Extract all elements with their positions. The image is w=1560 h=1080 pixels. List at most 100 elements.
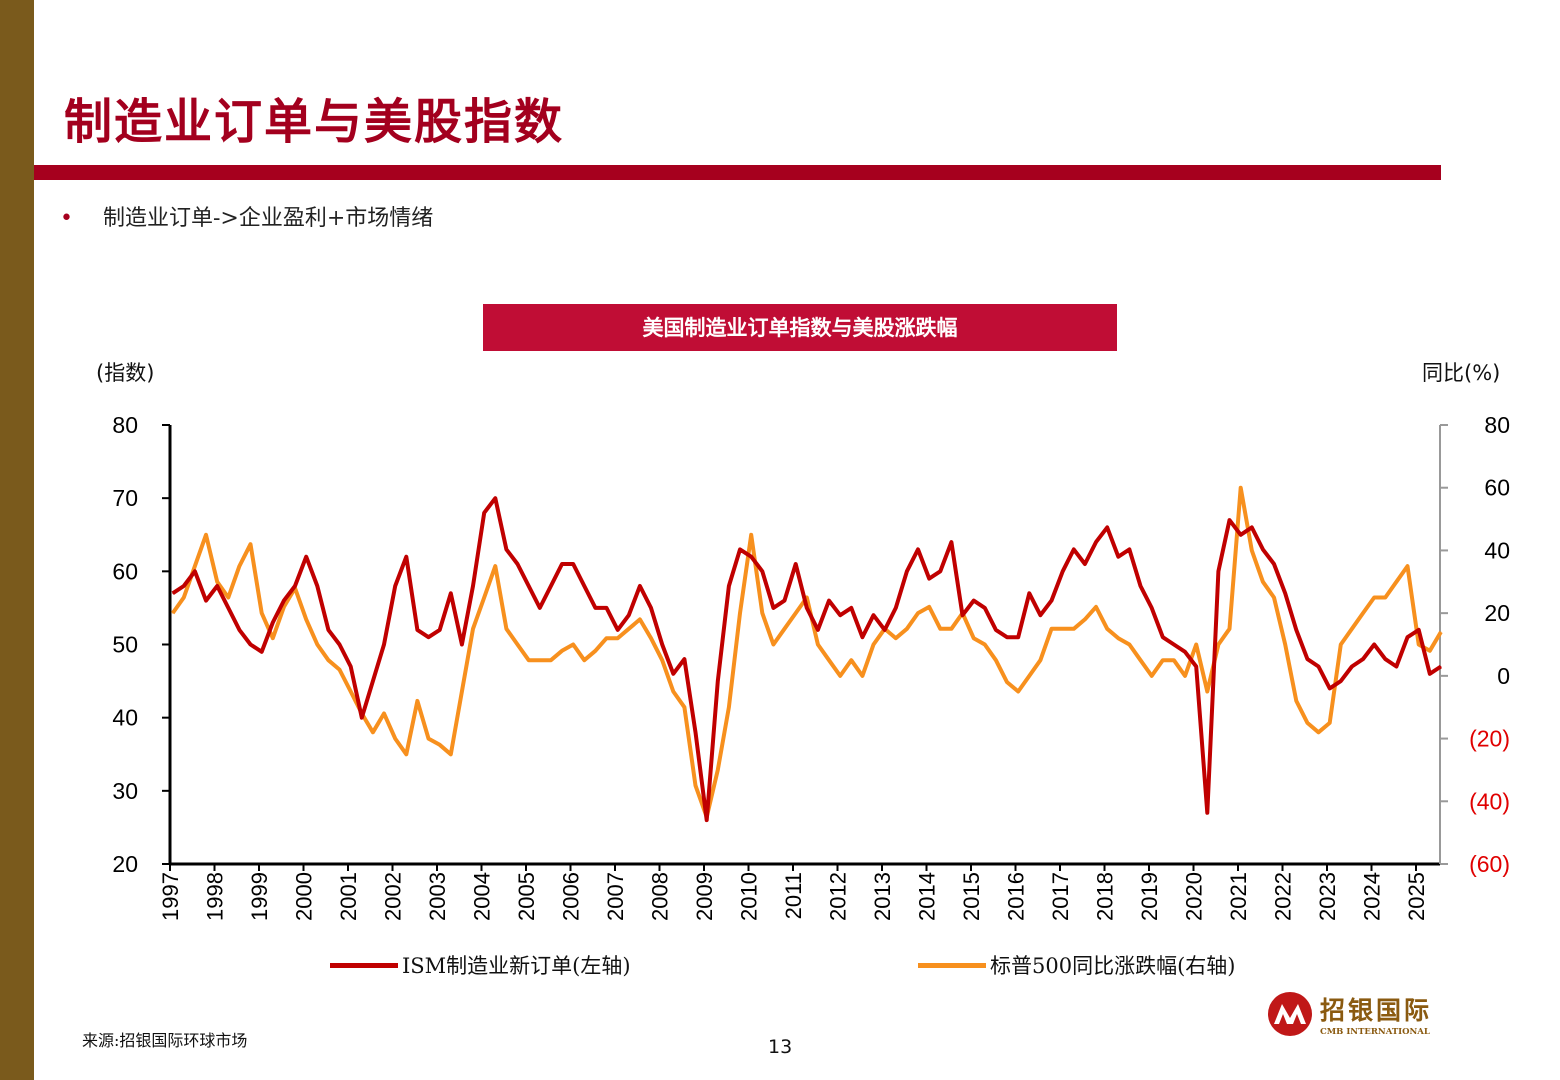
data-point-sp500 bbox=[227, 597, 229, 598]
data-point-ism bbox=[1028, 592, 1030, 594]
chart-title: 美国制造业订单指数与美股涨跌幅 bbox=[483, 304, 1117, 351]
data-point-sp500 bbox=[1351, 628, 1353, 630]
data-point-ism bbox=[1229, 519, 1230, 521]
data-point-ism bbox=[261, 651, 263, 653]
data-point-ism bbox=[494, 497, 496, 499]
x-tick-label: 2001 bbox=[336, 872, 361, 921]
data-point-sp500 bbox=[1251, 549, 1253, 551]
x-tick-label: 2008 bbox=[648, 872, 673, 921]
data-point-ism bbox=[784, 600, 785, 602]
data-point-ism bbox=[750, 556, 752, 558]
data-point-sp500 bbox=[1128, 644, 1130, 645]
data-point-ism bbox=[928, 578, 930, 580]
data-point-ism bbox=[1295, 629, 1297, 631]
data-point-sp500 bbox=[461, 691, 463, 692]
data-point-sp500 bbox=[739, 612, 741, 614]
data-point-sp500 bbox=[1095, 606, 1097, 608]
data-point-sp500 bbox=[494, 565, 496, 567]
data-point-sp500 bbox=[650, 637, 652, 639]
data-point-ism bbox=[1151, 607, 1153, 609]
x-tick-label: 2002 bbox=[381, 872, 406, 921]
logo-en: CMB INTERNATIONAL bbox=[1320, 1027, 1430, 1037]
data-point-sp500 bbox=[1106, 628, 1108, 630]
data-point-ism bbox=[1017, 636, 1019, 638]
data-point-sp500 bbox=[1117, 637, 1119, 639]
right-tick-label: (60) bbox=[1469, 851, 1510, 877]
x-tick-label: 1999 bbox=[247, 872, 272, 921]
data-point-ism bbox=[1273, 563, 1275, 565]
data-point-sp500 bbox=[761, 612, 763, 614]
data-point-ism bbox=[483, 512, 485, 514]
data-point-ism bbox=[850, 607, 852, 609]
data-point-ism bbox=[639, 585, 641, 587]
data-point-sp500 bbox=[1206, 691, 1208, 692]
x-tick-label: 2022 bbox=[1271, 872, 1296, 921]
bullet-icon: • bbox=[60, 206, 73, 231]
x-tick-label: 2005 bbox=[514, 872, 539, 921]
data-point-sp500 bbox=[806, 597, 808, 598]
data-point-sp500 bbox=[1084, 618, 1086, 620]
right-tick-label: (20) bbox=[1469, 726, 1510, 752]
data-point-ism bbox=[383, 644, 385, 645]
data-point-ism bbox=[416, 629, 418, 631]
data-point-sp500 bbox=[572, 644, 574, 645]
data-point-ism bbox=[1318, 666, 1319, 667]
data-point-sp500 bbox=[784, 628, 785, 630]
data-point-sp500 bbox=[1340, 644, 1342, 645]
data-point-sp500 bbox=[728, 706, 730, 708]
data-point-sp500 bbox=[250, 543, 251, 545]
data-point-ism bbox=[1284, 592, 1286, 594]
data-point-sp500 bbox=[873, 644, 874, 645]
data-point-sp500 bbox=[1384, 597, 1386, 598]
data-point-ism bbox=[528, 585, 530, 587]
data-point-sp500 bbox=[383, 713, 385, 714]
data-point-sp500 bbox=[850, 659, 852, 661]
data-point-sp500 bbox=[973, 637, 975, 639]
data-point-sp500 bbox=[1262, 581, 1264, 583]
bullet-text: 制造业订单->企业盈利+市场情绪 bbox=[102, 206, 434, 231]
data-point-sp500 bbox=[995, 659, 997, 661]
data-point-ism bbox=[861, 636, 863, 638]
x-tick-label: 1998 bbox=[203, 872, 228, 921]
data-point-ism bbox=[817, 629, 819, 631]
x-tick-label: 2020 bbox=[1182, 872, 1207, 921]
data-point-sp500 bbox=[1051, 628, 1052, 630]
data-point-ism bbox=[1140, 585, 1141, 587]
data-point-ism bbox=[1251, 526, 1253, 528]
data-point-sp500 bbox=[1184, 675, 1186, 677]
x-tick-label: 2009 bbox=[692, 872, 717, 921]
data-point-ism bbox=[973, 600, 975, 602]
data-point-sp500 bbox=[1151, 675, 1153, 677]
data-point-ism bbox=[806, 607, 808, 609]
data-point-sp500 bbox=[617, 637, 619, 639]
data-point-ism bbox=[1373, 644, 1375, 645]
data-point-ism bbox=[238, 629, 240, 631]
x-tick-label: 1997 bbox=[158, 872, 183, 921]
data-point-ism bbox=[795, 563, 797, 565]
data-point-ism bbox=[1062, 570, 1064, 572]
x-tick-label: 2023 bbox=[1315, 872, 1340, 921]
data-point-ism bbox=[1407, 636, 1408, 638]
x-tick-label: 2015 bbox=[959, 872, 984, 921]
data-point-ism bbox=[695, 731, 696, 733]
data-point-sp500 bbox=[483, 597, 485, 598]
x-tick-label: 2012 bbox=[826, 872, 851, 921]
right-tick-label: (40) bbox=[1469, 788, 1510, 814]
data-point-ism bbox=[1262, 548, 1264, 550]
data-point-ism bbox=[1429, 673, 1431, 675]
data-point-ism bbox=[839, 614, 841, 616]
data-point-sp500 bbox=[1006, 681, 1008, 683]
data-point-ism bbox=[1240, 534, 1242, 536]
data-point-ism bbox=[683, 658, 685, 660]
data-point-ism bbox=[172, 592, 174, 594]
data-point-sp500 bbox=[1395, 581, 1397, 583]
data-point-ism bbox=[761, 570, 763, 572]
data-point-sp500 bbox=[1217, 644, 1219, 645]
right-tick-label: 20 bbox=[1484, 600, 1510, 626]
data-point-sp500 bbox=[172, 612, 174, 614]
data-point-sp500 bbox=[1362, 612, 1364, 614]
cmb-logo-icon bbox=[1268, 992, 1312, 1036]
data-point-sp500 bbox=[1240, 487, 1242, 489]
data-point-ism bbox=[1084, 563, 1086, 565]
